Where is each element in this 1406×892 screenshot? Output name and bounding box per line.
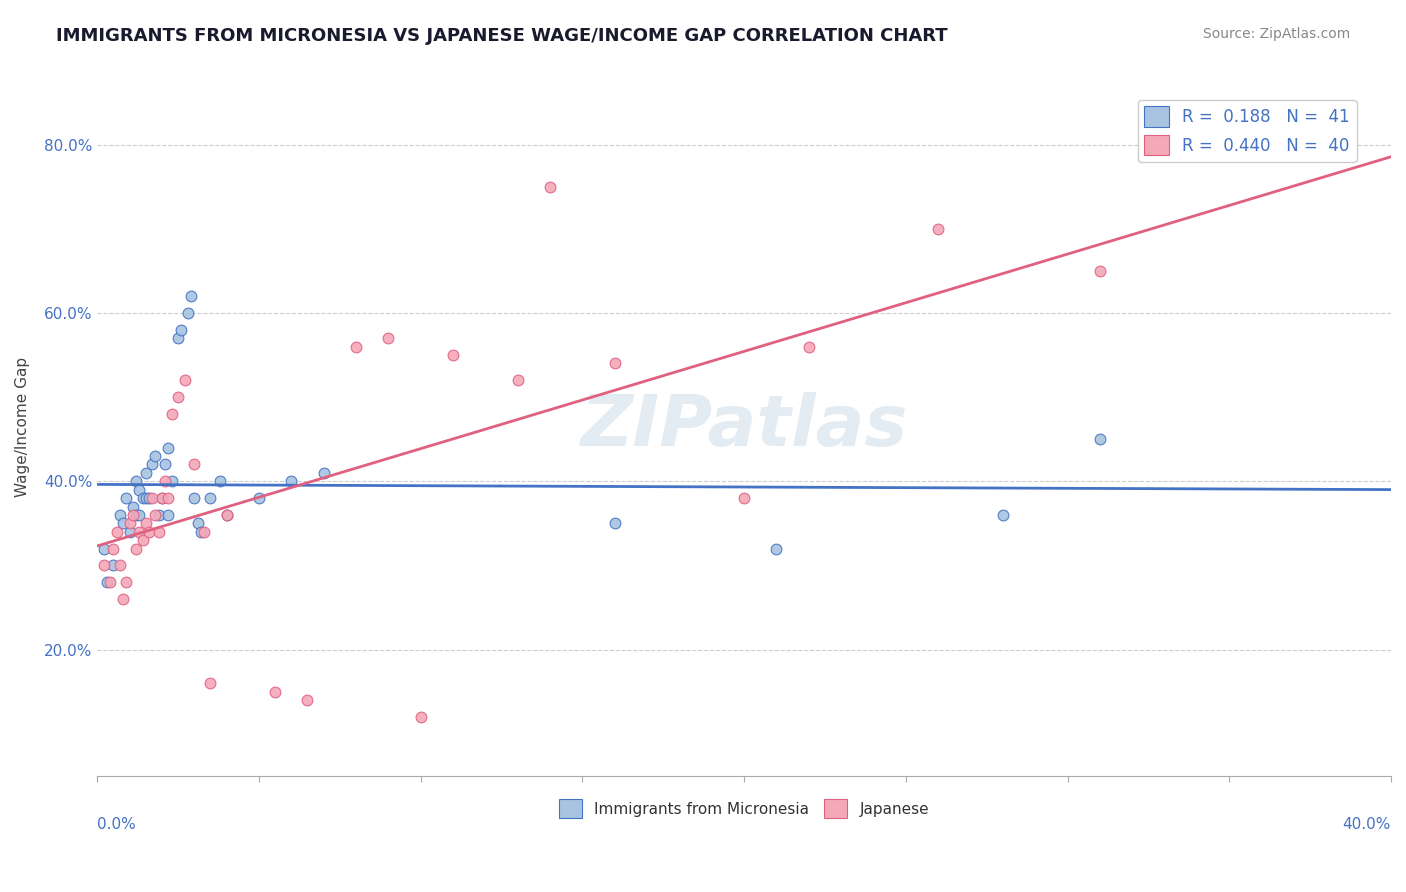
Point xyxy=(247,491,270,505)
Point xyxy=(603,356,626,370)
Point xyxy=(441,348,464,362)
Point xyxy=(112,592,135,607)
Y-axis label: Wage/Income Gap: Wage/Income Gap xyxy=(15,357,30,497)
Point xyxy=(280,475,302,489)
Point xyxy=(103,541,125,556)
Point xyxy=(148,508,170,522)
Point xyxy=(183,491,205,505)
Point xyxy=(506,373,529,387)
Point xyxy=(108,508,131,522)
Point xyxy=(118,524,141,539)
Point xyxy=(115,491,138,505)
Text: Source: ZipAtlas.com: Source: ZipAtlas.com xyxy=(1202,27,1350,41)
Point xyxy=(153,475,176,489)
Point xyxy=(312,466,335,480)
Legend: Immigrants from Micronesia, Japanese: Immigrants from Micronesia, Japanese xyxy=(553,793,935,824)
Point xyxy=(105,524,128,539)
Point xyxy=(173,373,195,387)
Point xyxy=(103,558,125,573)
Point xyxy=(170,323,193,337)
Point xyxy=(128,524,150,539)
Point xyxy=(98,575,121,590)
Text: 0.0%: 0.0% xyxy=(97,817,136,832)
Point xyxy=(215,508,238,522)
Point xyxy=(145,508,167,522)
Point xyxy=(200,676,222,690)
Point xyxy=(96,575,118,590)
Point xyxy=(409,710,432,724)
Point xyxy=(121,500,143,514)
Point xyxy=(138,491,160,505)
Point xyxy=(180,289,202,303)
Point xyxy=(297,693,319,707)
Text: ZIPatlas: ZIPatlas xyxy=(581,392,908,461)
Point xyxy=(209,475,232,489)
Point xyxy=(157,441,180,455)
Point xyxy=(93,558,115,573)
Point xyxy=(135,466,157,480)
Point xyxy=(160,407,183,421)
Point xyxy=(603,516,626,531)
Point xyxy=(167,390,190,404)
Point xyxy=(150,491,173,505)
Point xyxy=(108,558,131,573)
Point xyxy=(377,331,399,345)
Point xyxy=(125,541,148,556)
Point xyxy=(135,491,157,505)
Point xyxy=(138,524,160,539)
Point xyxy=(125,475,148,489)
Point xyxy=(797,340,820,354)
Point xyxy=(157,491,180,505)
Point xyxy=(538,179,561,194)
Point xyxy=(177,306,200,320)
Point xyxy=(200,491,222,505)
Point xyxy=(190,524,212,539)
Point xyxy=(128,508,150,522)
Point xyxy=(157,508,180,522)
Point xyxy=(153,458,176,472)
Point xyxy=(135,516,157,531)
Point xyxy=(150,491,173,505)
Point xyxy=(167,331,190,345)
Point xyxy=(128,483,150,497)
Point xyxy=(193,524,215,539)
Point xyxy=(264,684,287,698)
Point xyxy=(115,575,138,590)
Text: IMMIGRANTS FROM MICRONESIA VS JAPANESE WAGE/INCOME GAP CORRELATION CHART: IMMIGRANTS FROM MICRONESIA VS JAPANESE W… xyxy=(56,27,948,45)
Point xyxy=(344,340,367,354)
Point xyxy=(1088,432,1111,446)
Point xyxy=(1088,264,1111,278)
Point xyxy=(183,458,205,472)
Point xyxy=(125,508,148,522)
Point xyxy=(186,516,208,531)
Point xyxy=(160,475,183,489)
Point xyxy=(991,508,1014,522)
Point xyxy=(765,541,787,556)
Point xyxy=(148,524,170,539)
Point xyxy=(141,491,163,505)
Point xyxy=(131,533,153,548)
Point xyxy=(93,541,115,556)
Point xyxy=(131,491,153,505)
Point xyxy=(927,222,949,236)
Point xyxy=(733,491,755,505)
Point xyxy=(145,449,167,463)
Point xyxy=(121,508,143,522)
Point xyxy=(141,458,163,472)
Text: 40.0%: 40.0% xyxy=(1343,817,1391,832)
Point xyxy=(118,516,141,531)
Point xyxy=(215,508,238,522)
Point xyxy=(112,516,135,531)
